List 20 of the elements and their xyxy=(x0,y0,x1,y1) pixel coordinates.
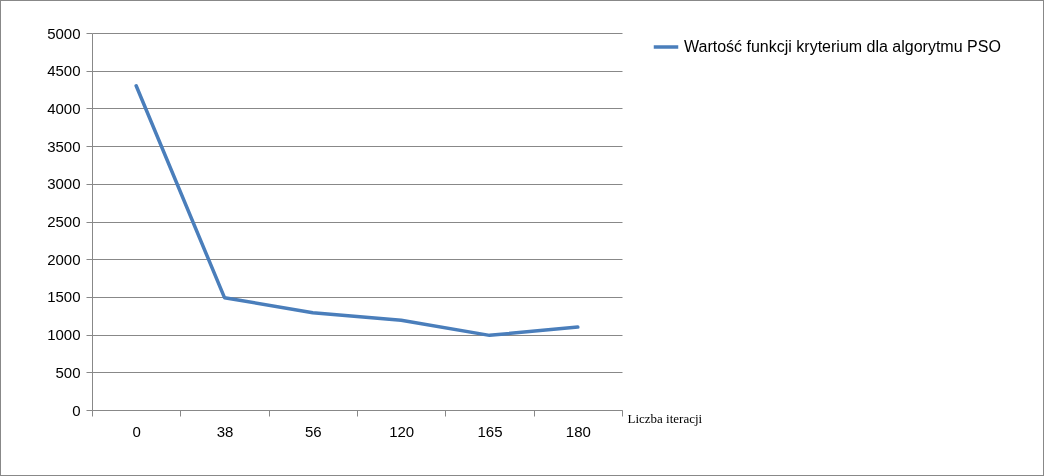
x-tick-label: 120 xyxy=(389,422,415,440)
legend-label: Wartość funkcji kryterium dla algorytmu PSO xyxy=(684,38,1001,55)
x-tick-label: 180 xyxy=(565,422,591,440)
y-tick-label: 2000 xyxy=(47,250,81,268)
y-tick-label: 5000 xyxy=(47,24,81,42)
y-tick-label: 1000 xyxy=(47,326,81,344)
y-tick-label: 500 xyxy=(55,363,81,381)
x-tick-label: 38 xyxy=(216,422,234,440)
x-tick-label: 0 xyxy=(132,422,141,440)
y-tick-label: 3000 xyxy=(47,175,81,193)
line-series xyxy=(134,84,580,338)
x-axis-title: Liczba iteracji xyxy=(627,410,703,426)
y-tick-label: 3500 xyxy=(47,137,81,155)
y-tick-label: 0 xyxy=(72,401,81,419)
y-tick-label: 4500 xyxy=(47,62,81,80)
y-tick-label: 4000 xyxy=(47,99,81,117)
x-tick-label: 56 xyxy=(304,422,322,440)
y-tick-label: 1500 xyxy=(47,288,81,306)
x-tick-label: 165 xyxy=(477,422,503,440)
y-tick-label: 2500 xyxy=(47,213,81,230)
